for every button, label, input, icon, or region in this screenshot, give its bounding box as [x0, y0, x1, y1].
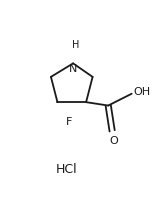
- Text: OH: OH: [133, 87, 150, 97]
- Text: O: O: [109, 136, 118, 146]
- Text: H: H: [72, 40, 79, 50]
- Text: HCl: HCl: [56, 163, 77, 176]
- Text: N: N: [69, 64, 77, 74]
- Text: F: F: [66, 117, 72, 127]
